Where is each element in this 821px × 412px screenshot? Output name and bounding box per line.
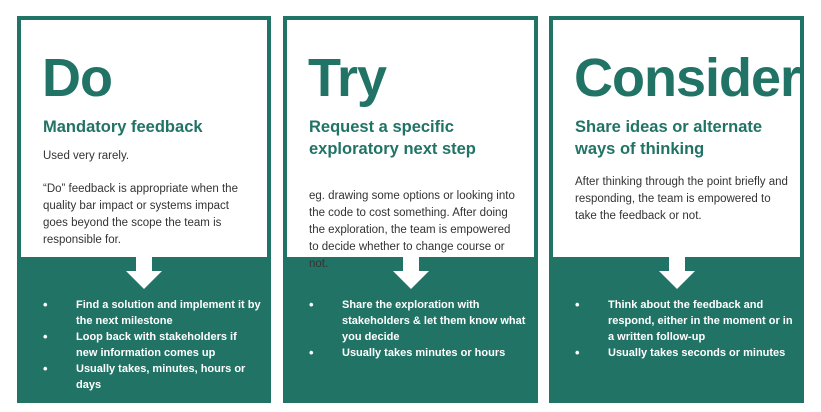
list-item: Usually takes seconds or minutes <box>571 345 794 361</box>
description-line: After thinking through the point briefly… <box>575 176 788 222</box>
card-description: Used very rarely. “Do” feedback is appro… <box>43 148 255 249</box>
list-item: Usually takes, minutes, hours or days <box>39 361 261 393</box>
card-title: Consider <box>574 48 801 108</box>
card-subtitle: Mandatory feedback <box>43 118 203 136</box>
list-item: Share the exploration with stakeholders … <box>305 297 528 345</box>
card-try-header: Try Request a specific exploratory next … <box>287 20 534 270</box>
card-try: Try Request a specific exploratory next … <box>283 16 538 403</box>
description-line: Used very rarely. <box>43 150 130 162</box>
card-description: After thinking through the point briefly… <box>575 174 788 225</box>
card-do-header: Do Mandatory feedback Used very rarely. … <box>21 20 267 257</box>
down-arrow-icon <box>658 257 695 289</box>
down-arrow-icon <box>392 257 429 289</box>
list-item: Usually takes minutes or hours <box>305 345 528 361</box>
card-subtitle: Request a specific exploratory next step <box>309 118 476 158</box>
down-arrow-icon <box>126 257 162 289</box>
list-item: Think about the feedback and respond, ei… <box>571 297 794 345</box>
card-description: eg. drawing some options or looking into… <box>309 188 522 273</box>
card-subtitle: Share ideas or alternate ways of thinkin… <box>575 118 763 158</box>
description-line: “Do” feedback is appropriate when the qu… <box>43 183 238 246</box>
card-title: Do <box>42 48 113 108</box>
card-do: Do Mandatory feedback Used very rarely. … <box>17 16 271 403</box>
card-title: Try <box>308 48 387 108</box>
list-item: Loop back with stakeholders if new infor… <box>39 329 261 361</box>
description-line: eg. drawing some options or looking into… <box>309 190 515 270</box>
card-bullet-list: Find a solution and implement it by the … <box>39 297 261 393</box>
card-consider-header: Consider Share ideas or alternate ways o… <box>553 20 801 257</box>
card-consider: Consider Share ideas or alternate ways o… <box>549 16 804 403</box>
list-item: Find a solution and implement it by the … <box>39 297 261 329</box>
card-bullet-list: Think about the feedback and respond, ei… <box>571 297 794 361</box>
card-bullet-list: Share the exploration with stakeholders … <box>305 297 528 361</box>
